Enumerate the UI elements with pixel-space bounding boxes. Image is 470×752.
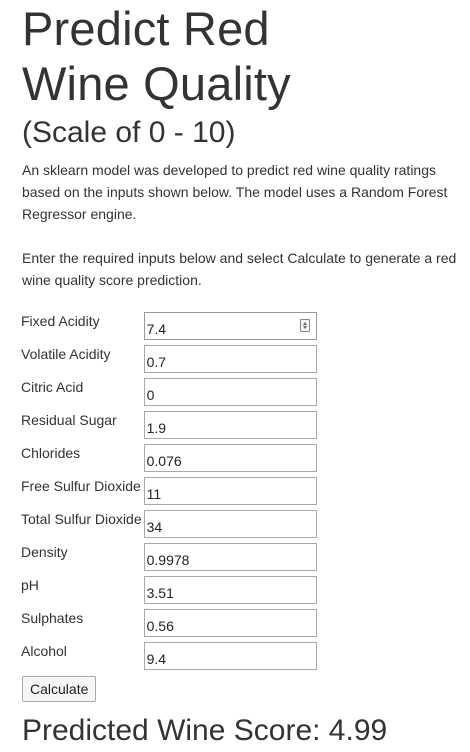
predicted-score-value: 4.99 [328, 714, 388, 747]
residual-sugar-field [143, 411, 317, 439]
ph-label: pH [21, 577, 39, 593]
description-text: An sklearn model was developed to predic… [22, 162, 448, 222]
volatile-acidity-field [143, 345, 317, 373]
form-row-alcohol: Alcohol [21, 640, 317, 673]
form-row-free-sulfur-dioxide: Free Sulfur Dioxide [21, 475, 317, 508]
ph-field [143, 576, 317, 604]
sulphates-label: Sulphates [21, 610, 84, 626]
form-row-density: Density [21, 541, 317, 574]
total-sulfur-dioxide-input[interactable] [144, 511, 316, 537]
free-sulfur-dioxide-input[interactable] [144, 478, 316, 504]
chlorides-field [143, 444, 317, 472]
alcohol-field [143, 642, 317, 670]
page: Predict Red Wine Quality (Scale of 0 - 1… [21, 0, 462, 751]
density-label: Density [21, 544, 68, 560]
citric-acid-label: Citric Acid [21, 379, 84, 395]
form-row-citric-acid: Citric Acid [21, 376, 317, 409]
residual-sugar-label: Residual Sugar [21, 412, 117, 428]
ph-input[interactable] [144, 577, 316, 603]
total-sulfur-dioxide-field [143, 510, 317, 538]
sulphates-field [143, 609, 317, 637]
free-sulfur-dioxide-label: Free Sulfur Dioxide [21, 478, 141, 494]
instructions-text: Enter the required inputs below and sele… [22, 250, 457, 288]
predicted-score-heading: Predicted Wine Score: 4.99 [22, 711, 462, 751]
input-form-table: Fixed Acidity Volatile Acidity Citric Ac… [21, 310, 317, 673]
calculate-button[interactable]: Calculate [22, 676, 97, 702]
title-line-2: Wine Quality [22, 57, 291, 110]
fixed-acidity-label: Fixed Acidity [21, 313, 100, 329]
page-title: Predict Red Wine Quality [22, 0, 462, 111]
citric-acid-field [143, 378, 317, 406]
number-spinner-icon[interactable] [299, 319, 310, 332]
fixed-acidity-input[interactable] [144, 313, 316, 339]
alcohol-label: Alcohol [21, 643, 67, 659]
citric-acid-input[interactable] [144, 379, 316, 405]
chlorides-label: Chlorides [21, 445, 81, 461]
form-row-fixed-acidity: Fixed Acidity [21, 310, 317, 343]
form-row-total-sulfur-dioxide: Total Sulfur Dioxide [21, 508, 317, 541]
free-sulfur-dioxide-field [143, 477, 317, 505]
form-row-ph: pH [21, 574, 317, 607]
predicted-score-prefix: Predicted Wine Score: [22, 714, 329, 747]
form-row-residual-sugar: Residual Sugar [21, 409, 317, 442]
chlorides-input[interactable] [144, 445, 316, 471]
volatile-acidity-input[interactable] [144, 346, 316, 372]
density-field [143, 543, 317, 571]
density-input[interactable] [144, 544, 316, 570]
form-row-volatile-acidity: Volatile Acidity [21, 343, 317, 376]
residual-sugar-input[interactable] [144, 412, 316, 438]
sulphates-input[interactable] [144, 610, 316, 636]
volatile-acidity-label: Volatile Acidity [21, 346, 111, 362]
form-row-chlorides: Chlorides [21, 442, 317, 475]
total-sulfur-dioxide-label: Total Sulfur Dioxide [21, 511, 142, 527]
form-row-sulphates: Sulphates [21, 607, 317, 640]
alcohol-input[interactable] [144, 643, 316, 669]
page-subtitle: (Scale of 0 - 10) [22, 116, 236, 149]
fixed-acidity-field [143, 312, 317, 340]
title-line-1: Predict Red [22, 2, 270, 55]
